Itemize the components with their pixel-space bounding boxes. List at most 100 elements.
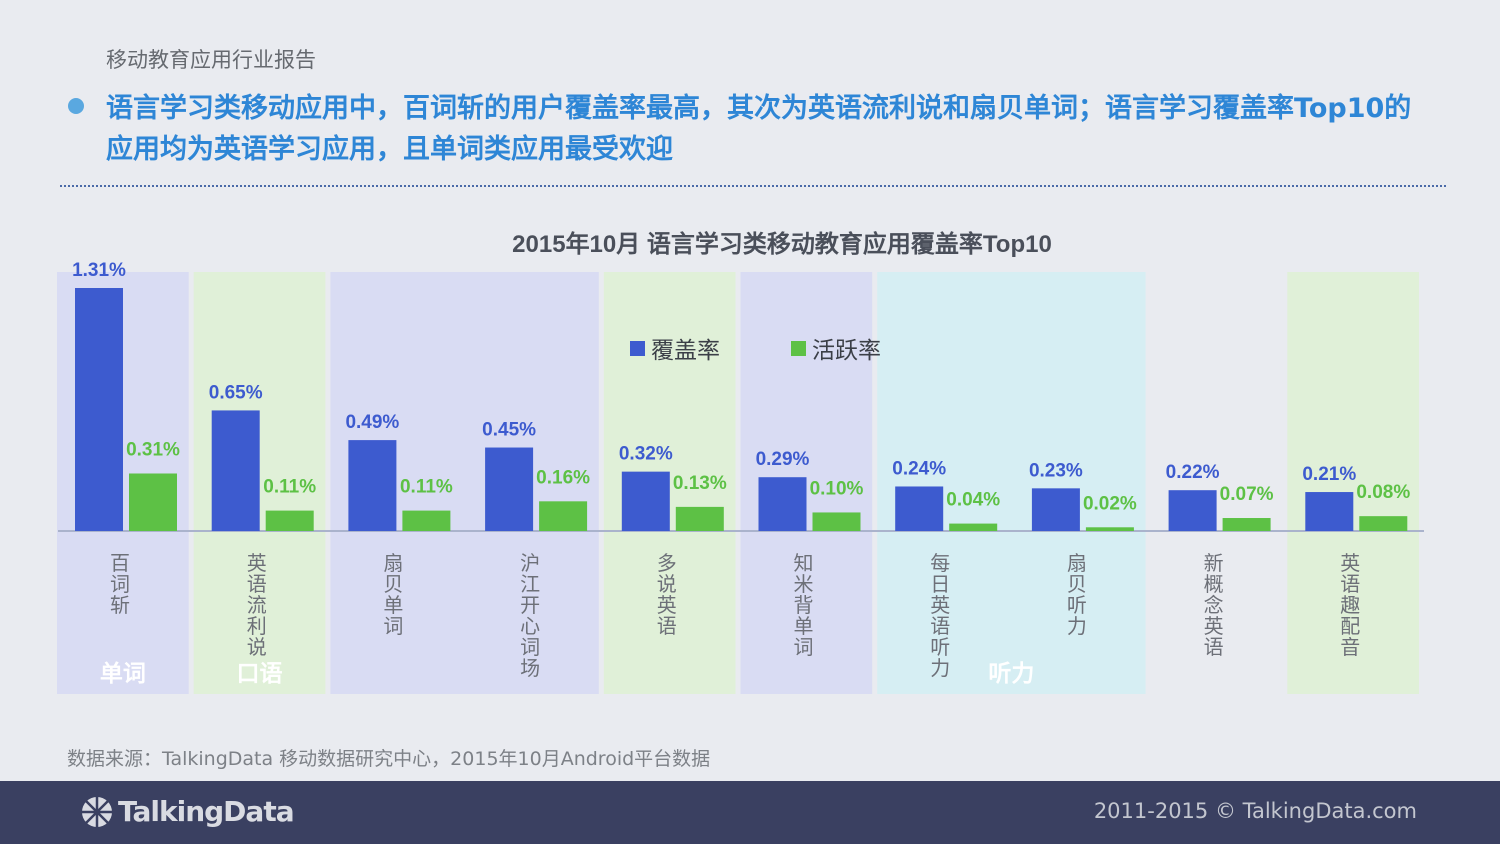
bars [75,288,1408,531]
tick-label: 说 [657,573,677,596]
tick-label: 语 [657,615,677,638]
tick-label: 日 [930,574,950,596]
tick-label: 单 [383,594,403,617]
tick-label: 英 [1204,615,1224,638]
data-label: 0.10% [810,478,864,499]
tick-label: 力 [1067,615,1087,638]
tick-label: 知 [794,552,814,575]
tick-label: 扇 [1067,552,1087,575]
active-bar [1359,516,1408,531]
footer: TalkingData 2011-2015 © TalkingData.com [0,781,1500,844]
category-band [1287,272,1419,694]
category-band [877,272,1146,694]
coverage-bar [1168,490,1217,531]
legend-label: 活跃率 [812,337,881,363]
data-label: 0.02% [1083,493,1137,514]
legend-swatch [630,341,645,356]
chart-title: 2015年10月 语言学习类移动教育应用覆盖率Top10 [512,230,1052,258]
active-bar [265,510,314,531]
data-label: 0.49% [345,412,399,433]
data-label: 0.22% [1166,462,1220,483]
tick-label: 语 [1204,636,1224,659]
active-bar [1222,518,1271,531]
data-label: 0.07% [1220,484,1274,505]
tick-label: 心 [520,616,540,638]
active-bar [539,501,588,531]
coverage-bar [485,447,534,531]
group-label: 口语 [237,660,283,686]
tick-label: 概 [1204,573,1224,596]
data-label: 0.04% [946,490,1000,511]
headline: 语言学习类移动应用中，百词斩的用户覆盖率最高，其次为英语流利说和扇贝单词；语言学… [106,93,1412,165]
tick-label: 语 [1340,573,1360,596]
data-label: 0.23% [1029,460,1083,481]
logo-text: TalkingData [118,795,295,828]
copyright: 2011-2015 © TalkingData.com [1093,799,1417,823]
tick-label: 力 [930,657,950,680]
tick-label: 词 [383,616,403,638]
tick-label: 趣 [1340,594,1360,617]
group-labels: 单词 口语 听力 [100,660,1035,686]
tick-label: 沪 [520,552,540,575]
tick-label: 贝 [1067,574,1087,596]
data-label: 0.11% [400,477,453,498]
data-label: 0.08% [1356,482,1410,503]
data-label: 0.13% [673,473,727,494]
category-labels: 百词斩英语流利说扇贝单词沪江开心词场多说英语知米背单词每日英语听力扇贝听力新概念… [110,552,1360,680]
data-label: 0.16% [536,467,590,488]
tick-label: 扇 [383,552,403,575]
data-label: 0.65% [209,382,263,403]
active-bar [129,473,177,531]
active-bar [1085,527,1134,531]
tick-label: 百 [110,553,130,575]
tick-label: 词 [110,574,130,596]
group-label: 听力 [988,660,1034,686]
coverage-bar [75,288,123,531]
coverage-bar [758,477,807,531]
group-label: 单词 [100,660,146,686]
tick-label: 米 [794,573,814,596]
tick-label: 江 [520,573,540,596]
legend-label: 覆盖率 [651,337,720,363]
tick-label: 开 [520,595,540,617]
coverage-bar [1305,492,1354,531]
tick-label: 贝 [383,574,403,596]
tick-label: 流 [247,594,267,617]
divider [60,185,1446,187]
tick-label: 语 [930,615,950,638]
tick-label: 配 [1340,616,1360,638]
tick-label: 单 [794,615,814,638]
active-bar [402,510,451,531]
data-label: 0.11% [263,477,316,498]
coverage-bar [895,486,944,531]
active-bar [812,512,861,531]
data-label: 1.31% [72,260,126,281]
report-label: 移动教育应用行业报告 [106,48,316,72]
tick-label: 念 [1204,593,1224,617]
coverage-bar [348,440,397,531]
tick-label: 英 [1340,552,1360,575]
tick-label: 词 [794,637,814,659]
active-bar [949,523,998,531]
data-label: 0.45% [482,420,536,441]
data-label: 0.29% [756,449,810,470]
tick-label: 听 [1067,594,1087,617]
tick-label: 利 [247,615,267,638]
data-label: 0.31% [126,439,180,460]
bullet-icon [68,98,84,114]
data-label: 0.21% [1302,464,1356,485]
coverage-bar-chart: 2015年10月 语言学习类移动教育应用覆盖率Top10 1.31% 0.65% 0… [57,230,1424,694]
tick-label: 斩 [110,594,130,617]
data-label: 0.32% [619,444,673,465]
tick-label: 听 [930,636,950,659]
tick-label: 每 [930,552,950,575]
value-labels: 1.31% 0.65% 0.49% 0.45% 0.32% 0.29% 0.24% 0.23%… [72,260,1410,514]
tick-label: 新 [1204,552,1224,575]
tick-label: 英 [930,594,950,617]
active-bar [675,506,724,531]
tick-label: 音 [1340,636,1360,659]
tick-label: 语 [247,573,267,596]
tick-label: 英 [657,594,677,617]
legend-swatch [791,341,806,356]
tick-label: 英 [247,552,267,575]
